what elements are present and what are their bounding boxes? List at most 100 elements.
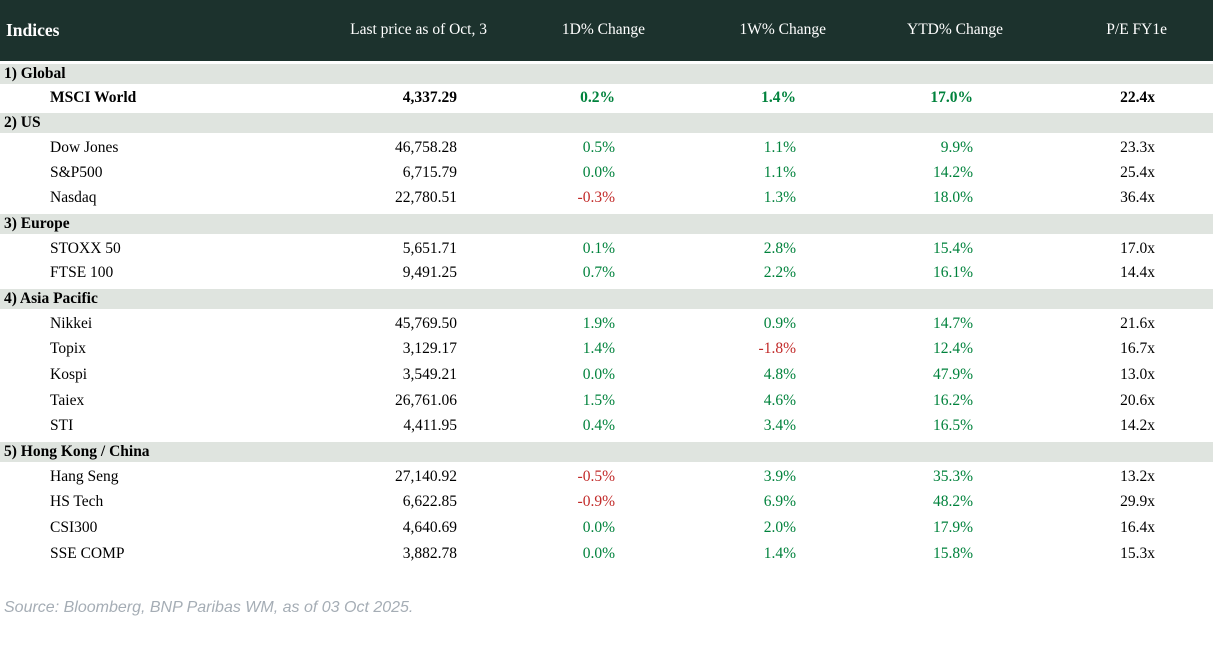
index-row: Dow Jones 46,758.28 0.5% 1.1% 9.9% 23.3x <box>0 134 1213 160</box>
section-row: 1) Global <box>0 60 1213 86</box>
pe-ratio: 36.4x <box>1120 189 1155 207</box>
index-name: Hang Seng <box>50 467 119 485</box>
ytd-change: 16.2% <box>932 392 973 409</box>
pe-ratio: 25.4x <box>1120 164 1155 181</box>
section-label: 3) Europe <box>0 210 1213 236</box>
index-row: FTSE 100 9,491.25 0.7% 2.2% 16.1% 14.4x <box>0 261 1213 287</box>
pe-ratio: 13.2x <box>1120 467 1155 485</box>
d1-change: 0.1% <box>582 239 615 257</box>
w1-change: 2.0% <box>763 519 796 536</box>
indices-table: Indices Last price as of Oct, 3 1D% Chan… <box>0 0 1213 567</box>
index-row: S&P500 6,715.79 0.0% 1.1% 14.2% 25.4x <box>0 160 1213 186</box>
section-label: 4) Asia Pacific <box>0 285 1213 311</box>
d1-change: 0.7% <box>582 264 615 282</box>
w1-change: 1.1% <box>763 164 796 181</box>
pe-ratio: 23.3x <box>1120 138 1155 156</box>
w1-change: 3.9% <box>763 467 796 485</box>
pe-ratio: 17.0x <box>1120 239 1155 257</box>
last-price: 26,761.06 <box>395 392 457 409</box>
column-header-ytd-change: YTD% Change <box>836 0 1013 62</box>
d1-change: 0.0% <box>582 164 615 181</box>
index-row: Hang Seng 27,140.92 -0.5% 3.9% 35.3% 13.2x <box>0 463 1213 489</box>
index-name: Taiex <box>50 392 85 409</box>
pe-ratio: 15.3x <box>1120 545 1155 562</box>
pe-ratio: 20.6x <box>1120 392 1155 409</box>
index-row: Nasdaq 22,780.51 -0.3% 1.3% 18.0% 36.4x <box>0 186 1213 212</box>
index-name: Kospi <box>50 366 88 383</box>
section-label: 1) Global <box>0 60 1213 86</box>
pe-ratio: 22.4x <box>1120 88 1155 106</box>
pe-ratio: 16.4x <box>1120 519 1155 536</box>
pe-ratio: 21.6x <box>1120 314 1155 332</box>
ytd-change: 15.8% <box>932 545 973 562</box>
index-row: SSE COMP 3,882.78 0.0% 1.4% 15.8% 15.3x <box>0 541 1213 567</box>
ytd-change: 14.7% <box>932 314 973 332</box>
index-row: MSCI World 4,337.29 0.2% 1.4% 17.0% 22.4x <box>0 85 1213 111</box>
d1-change: 0.5% <box>582 138 615 156</box>
last-price: 4,640.69 <box>402 519 457 536</box>
pe-ratio: 14.2x <box>1120 417 1155 435</box>
ytd-change: 17.0% <box>930 88 973 106</box>
index-name: HS Tech <box>50 493 104 510</box>
last-price: 9,491.25 <box>402 264 457 282</box>
w1-change: 3.4% <box>763 417 796 435</box>
last-price: 6,715.79 <box>402 164 457 181</box>
index-row: STI 4,411.95 0.4% 3.4% 16.5% 14.2x <box>0 414 1213 440</box>
d1-change: 0.2% <box>580 88 615 106</box>
index-name: Nikkei <box>50 314 93 332</box>
pe-ratio: 13.0x <box>1120 366 1155 383</box>
table-title: Indices <box>0 0 285 62</box>
last-price: 3,549.21 <box>402 366 457 383</box>
last-price: 4,411.95 <box>403 417 457 435</box>
index-name: Dow Jones <box>50 138 119 156</box>
w1-change: 2.2% <box>763 264 796 282</box>
index-name: STOXX 50 <box>50 239 121 257</box>
last-price: 5,651.71 <box>402 239 457 257</box>
d1-change: 0.0% <box>582 545 615 562</box>
column-header-last-price: Last price as of Oct, 3 <box>285 0 497 62</box>
last-price: 46,758.28 <box>395 138 457 156</box>
source-note: Source: Bloomberg, BNP Paribas WM, as of… <box>4 599 414 616</box>
last-price: 27,140.92 <box>395 467 457 485</box>
last-price: 45,769.50 <box>395 314 457 332</box>
index-name: MSCI World <box>50 88 137 106</box>
index-name: SSE COMP <box>50 545 125 562</box>
ytd-change: 35.3% <box>932 467 973 485</box>
indices-table-body: 1) Global MSCI World 4,337.29 0.2% 1.4% 17.0%… <box>0 60 1213 567</box>
d1-change: -0.5% <box>577 467 615 485</box>
section-row: 5) Hong Kong / China <box>0 438 1213 464</box>
index-name: S&P500 <box>50 164 103 181</box>
section-row: 3) Europe <box>0 210 1213 236</box>
index-name: CSI300 <box>50 519 98 536</box>
index-name: STI <box>50 417 74 435</box>
last-price: 3,882.78 <box>402 545 457 562</box>
ytd-change: 48.2% <box>932 493 973 510</box>
last-price: 22,780.51 <box>395 189 457 207</box>
ytd-change: 18.0% <box>932 189 973 207</box>
index-row: STOXX 50 5,651.71 0.1% 2.8% 15.4% 17.0x <box>0 235 1213 261</box>
ytd-change: 12.4% <box>932 340 973 357</box>
column-header-1d-change: 1D% Change <box>497 0 655 62</box>
w1-change: 1.4% <box>763 545 796 562</box>
w1-change: 1.3% <box>763 189 796 207</box>
ytd-change: 16.1% <box>932 264 973 282</box>
index-row: CSI300 4,640.69 0.0% 2.0% 17.9% 16.4x <box>0 515 1213 541</box>
pe-ratio: 29.9x <box>1120 493 1155 510</box>
column-header-pe-fy1e: P/E FY1e <box>1013 0 1213 62</box>
d1-change: -0.3% <box>577 189 615 207</box>
w1-change: 4.6% <box>763 392 796 409</box>
d1-change: 1.9% <box>582 314 615 332</box>
section-label: 2) US <box>0 109 1213 135</box>
d1-change: 0.0% <box>582 366 615 383</box>
index-name: FTSE 100 <box>50 264 114 282</box>
last-price: 6,622.85 <box>402 493 457 510</box>
ytd-change: 9.9% <box>940 138 973 156</box>
index-row: HS Tech 6,622.85 -0.9% 6.9% 48.2% 29.9x <box>0 489 1213 515</box>
index-row: Nikkei 45,769.50 1.9% 0.9% 14.7% 21.6x <box>0 310 1213 336</box>
d1-change: 1.4% <box>582 340 615 357</box>
d1-change: 1.5% <box>582 392 615 409</box>
w1-change: 6.9% <box>763 493 796 510</box>
last-price: 3,129.17 <box>402 340 457 357</box>
index-name: Nasdaq <box>50 189 97 207</box>
section-row: 2) US <box>0 109 1213 135</box>
